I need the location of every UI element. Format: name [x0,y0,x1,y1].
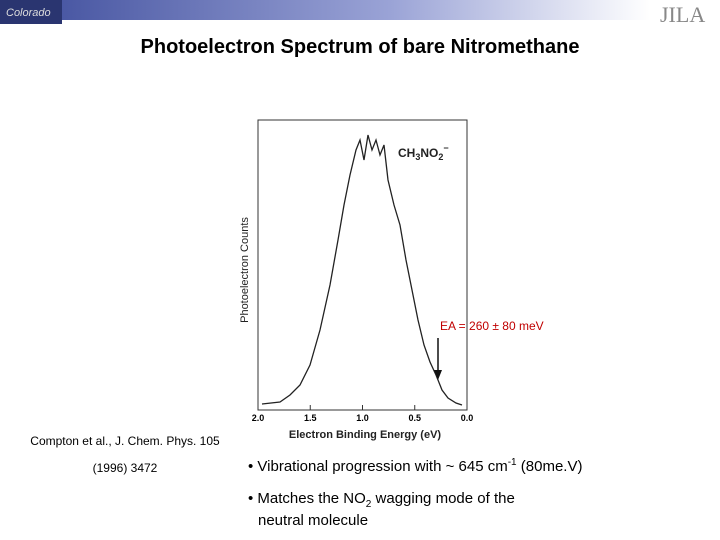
x-axis-label: Electron Binding Energy (eV) [289,429,442,441]
x-tick-label: 0.0 [461,413,474,423]
x-tick-label: 2.0 [252,413,265,423]
logo-left: Colorado [6,7,51,19]
citation-line: Compton et al., J. Chem. Phys. 105 [30,434,220,448]
x-tick-label: 1.5 [304,413,317,423]
bullet-continuation: neutral molecule [258,512,368,529]
species-label: CH3NO2− [398,143,449,162]
logo-box [0,0,62,24]
bullet: • Matches the NO2 wagging mode of the [248,490,515,510]
citation-line: (1996) 3472 [93,461,158,475]
logo-right: JILA [660,2,705,27]
bullet: • Vibrational progression with ~ 645 cm-… [248,457,582,475]
spectrum-curve [261,134,463,406]
ea-annotation: EA = 260 ± 80 meV [440,319,544,333]
x-tick-label: 0.5 [408,413,421,423]
plot-frame [257,119,468,411]
slide-title: Photoelectron Spectrum of bare Nitrometh… [141,36,580,58]
header-bar [0,0,650,20]
ea-arrowhead [434,370,442,380]
y-axis-label: Photoelectron Counts [239,217,251,323]
x-tick-label: 1.0 [356,413,369,423]
